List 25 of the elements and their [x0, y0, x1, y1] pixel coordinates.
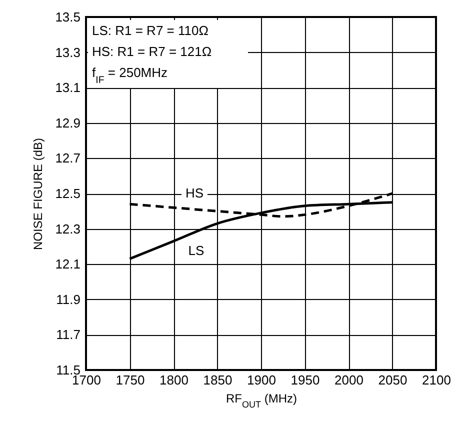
y-tick-label: 13.5: [55, 10, 80, 24]
y-tick-label: 12.3: [55, 221, 80, 236]
y-tick-label: 12.1: [55, 256, 80, 272]
x-tick-label: 1900: [247, 372, 276, 388]
annotation: HS: R1 = R7 = 121Ω: [92, 44, 212, 59]
y-tick-label: 11.9: [56, 292, 80, 307]
x-tick-label: 1800: [160, 372, 188, 388]
y-tick-label: 12.9: [55, 115, 80, 130]
x-tick-label: 2000: [334, 372, 364, 388]
series-label: HS: [185, 186, 204, 200]
x-tick-label: 1950: [290, 372, 320, 388]
x-tick-label: 2100: [422, 372, 451, 388]
y-axis-title: NOISE FIGURE (dB): [31, 138, 46, 250]
x-axis-title: RF$_{OUT}$ (MHz): [226, 392, 297, 410]
x-tick-label: 1850: [203, 372, 232, 388]
x-tick-label: 1750: [116, 372, 145, 388]
series-label: LS: [188, 242, 205, 258]
x-tick-label: 2050: [378, 372, 408, 388]
y-tick-label: 13.3: [55, 44, 80, 60]
annotation: LS: R1 = R7 = 110Ω: [92, 23, 209, 38]
annotation: f$_{IF}$ = 250MHz: [92, 65, 168, 86]
y-tick-label: 12.7: [55, 150, 80, 166]
y-tick-label: 11.7: [56, 327, 80, 342]
y-tick-label: 12.5: [55, 186, 80, 201]
y-tick-label: 13.1: [55, 80, 80, 96]
